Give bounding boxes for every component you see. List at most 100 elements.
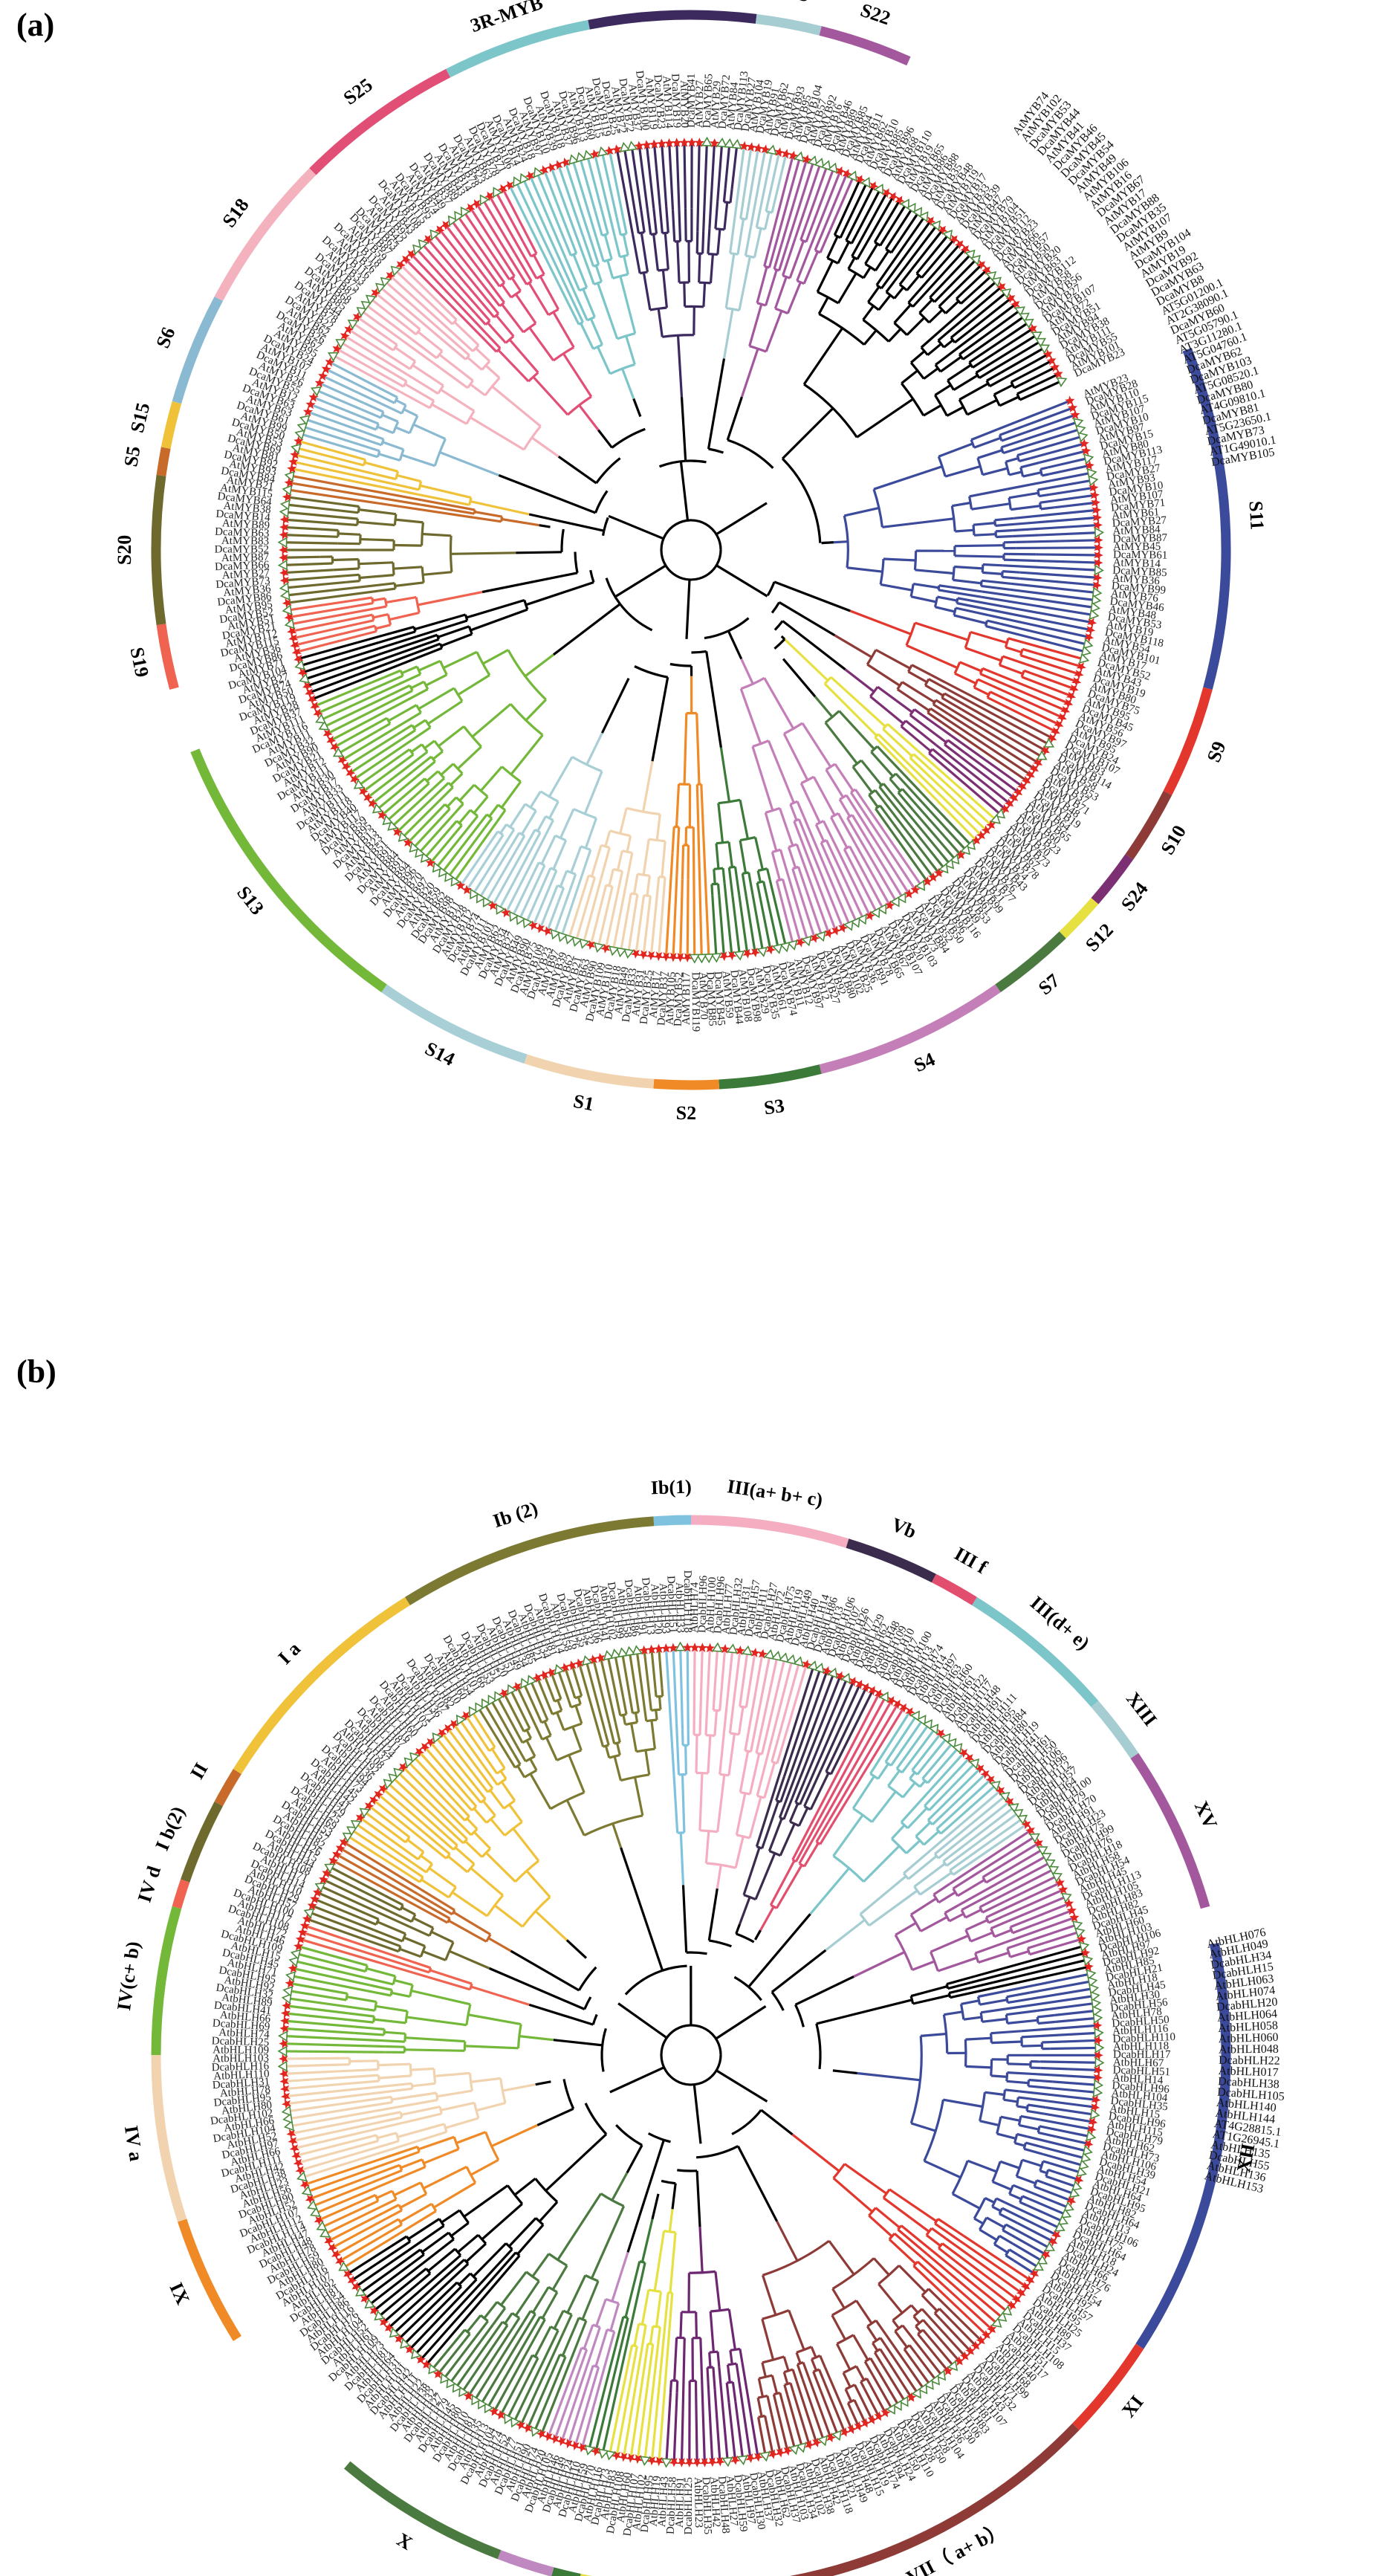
tree-branch: [866, 663, 901, 687]
tree-branch: [320, 1877, 399, 1917]
tree-branch: [987, 619, 1001, 625]
tree-branch: [505, 2369, 533, 2422]
backbone-branch: [727, 617, 750, 632]
species-marker-star: [322, 728, 333, 739]
species-marker-triangle: [817, 2435, 828, 2447]
leaf-label-named: AtbHLH058: [1218, 2019, 1279, 2035]
species-marker-triangle: [1083, 453, 1094, 465]
tree-branch: [890, 213, 928, 265]
tree-branch: [361, 2095, 392, 2103]
species-marker-star: [1057, 713, 1067, 723]
tree-branch: [439, 451, 499, 476]
tree-branch: [472, 2322, 525, 2404]
species-marker-star: [938, 225, 948, 236]
tree-branch: [355, 413, 380, 425]
tree-branch: [921, 2339, 951, 2375]
tree-branch: [830, 850, 866, 922]
tree-branch: [380, 1785, 441, 1839]
tree-branch: [418, 659, 441, 672]
tree-branch: [838, 798, 852, 818]
species-marker-triangle: [387, 820, 398, 831]
leaf-label-named: AtbHLH064: [1217, 2007, 1278, 2025]
tree-branch: [892, 823, 936, 881]
tree-branch: [738, 2381, 753, 2462]
species-marker-star: [782, 2445, 793, 2456]
tree-branch: [395, 1825, 411, 1839]
species-marker-star: [297, 668, 308, 678]
species-marker-triangle: [481, 1698, 491, 1709]
tree-branch: [1044, 2112, 1096, 2124]
tree-branch: [937, 595, 958, 602]
tree-branch: [418, 2272, 432, 2284]
tree-branch: [513, 1754, 522, 1765]
tree-branch: [380, 2198, 397, 2208]
tree-branch: [999, 395, 1019, 407]
tree-branch: [796, 800, 805, 818]
tree-branch: [562, 282, 584, 323]
backbone-branch: [601, 2028, 607, 2046]
tree-branch: [937, 1841, 959, 1860]
tree-branch: [645, 142, 655, 209]
species-marker-star: [874, 2411, 884, 2421]
tree-branch: [661, 841, 666, 878]
tree-branch: [871, 1790, 897, 1823]
tree-branch: [635, 1648, 646, 1712]
tree-branch: [550, 867, 557, 872]
tree-branch: [537, 1715, 543, 1724]
tree-branch: [812, 776, 836, 816]
species-marker-star: [1065, 395, 1075, 406]
species-marker-star: [441, 220, 451, 230]
tree-branch: [979, 2228, 998, 2242]
tree-branch: [1000, 1840, 1042, 1867]
tree-branch: [319, 528, 339, 532]
clade-arc: [524, 1054, 655, 1089]
tree-branch: [544, 819, 554, 836]
tree-branch: [528, 326, 555, 362]
tree-branch: [646, 2343, 655, 2384]
tree-branch: [395, 2301, 438, 2342]
species-marker-star: [854, 2421, 864, 2431]
backbone-branch: [528, 513, 605, 532]
tree-branch: [761, 2274, 777, 2316]
leaf-label: AtbHLH33: [673, 1582, 687, 1634]
clade-label: S10: [1156, 821, 1190, 858]
clade-arc: [160, 401, 182, 449]
species-marker-star: [1004, 798, 1014, 809]
tree-branch: [382, 2223, 403, 2237]
tree-branch: [622, 234, 629, 256]
tree-branch: [588, 894, 606, 948]
tree-branch: [328, 2218, 386, 2250]
tree-branch: [795, 844, 805, 866]
tree-branch: [308, 1903, 374, 1932]
tree-branch: [894, 2330, 908, 2349]
tree-branch: [317, 1883, 410, 1928]
tree-branch: [433, 305, 453, 326]
species-marker-triangle: [301, 2185, 313, 2196]
backbone-branch: [685, 459, 707, 464]
tree-branch: [761, 2362, 767, 2378]
tree-branch: [443, 221, 487, 280]
species-marker-triangle: [793, 1656, 804, 1667]
species-marker-star: [1066, 1905, 1077, 1915]
tree-branch: [947, 713, 1038, 771]
species-marker-triangle: [1089, 1990, 1100, 2002]
tree-branch: [366, 1967, 396, 1978]
species-marker-star: [1094, 2050, 1103, 2060]
species-marker-star: [279, 2076, 290, 2087]
tree-branch: [698, 253, 701, 283]
tree-branch: [953, 374, 979, 391]
tree-branch: [943, 1760, 979, 1796]
tree-branch: [1037, 2013, 1055, 2019]
clade-label: S6: [152, 324, 179, 351]
tree-branch: [950, 326, 965, 339]
tree-branch: [378, 453, 400, 462]
tree-branch: [828, 173, 856, 231]
tree-branch: [905, 1839, 921, 1854]
tree-branch: [283, 583, 378, 598]
tree-branch: [884, 2333, 927, 2392]
tree-branch: [582, 236, 595, 267]
species-marker-triangle: [383, 1779, 395, 1790]
species-marker-triangle: [468, 1706, 479, 1718]
tree-branch: [349, 2068, 379, 2072]
tree-branch: [989, 690, 1006, 700]
